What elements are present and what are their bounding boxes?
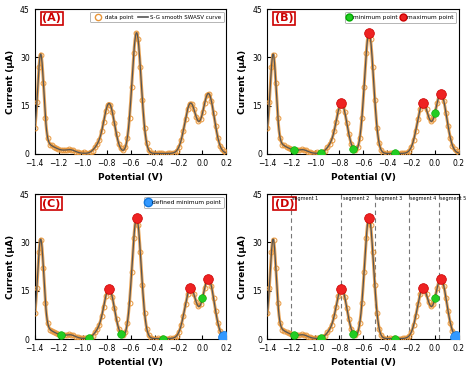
Legend: data point, S-G smooth SWASV curve: data point, S-G smooth SWASV curve [90,12,224,22]
X-axis label: Potential (V): Potential (V) [98,173,163,182]
X-axis label: Potential (V): Potential (V) [330,173,395,182]
Text: (D): (D) [275,198,294,209]
Text: segment 2: segment 2 [343,196,369,201]
Y-axis label: Current (μA): Current (μA) [238,50,247,113]
X-axis label: Potential (V): Potential (V) [98,358,163,367]
X-axis label: Potential (V): Potential (V) [330,358,395,367]
Text: (C): (C) [42,198,61,209]
Legend: defined minimum point: defined minimum point [144,197,224,208]
Y-axis label: Current (μA): Current (μA) [6,50,15,113]
Y-axis label: Current (μA): Current (μA) [238,235,247,299]
Text: segment 5: segment 5 [440,196,466,201]
Text: segment 1: segment 1 [292,196,319,201]
Text: (B): (B) [275,13,293,23]
Legend: minimum point, maximum point: minimum point, maximum point [345,12,456,23]
Text: (A): (A) [42,13,61,23]
Text: segment 3: segment 3 [376,196,402,201]
Y-axis label: Current (μA): Current (μA) [6,235,15,299]
Text: segment 4: segment 4 [410,196,436,201]
